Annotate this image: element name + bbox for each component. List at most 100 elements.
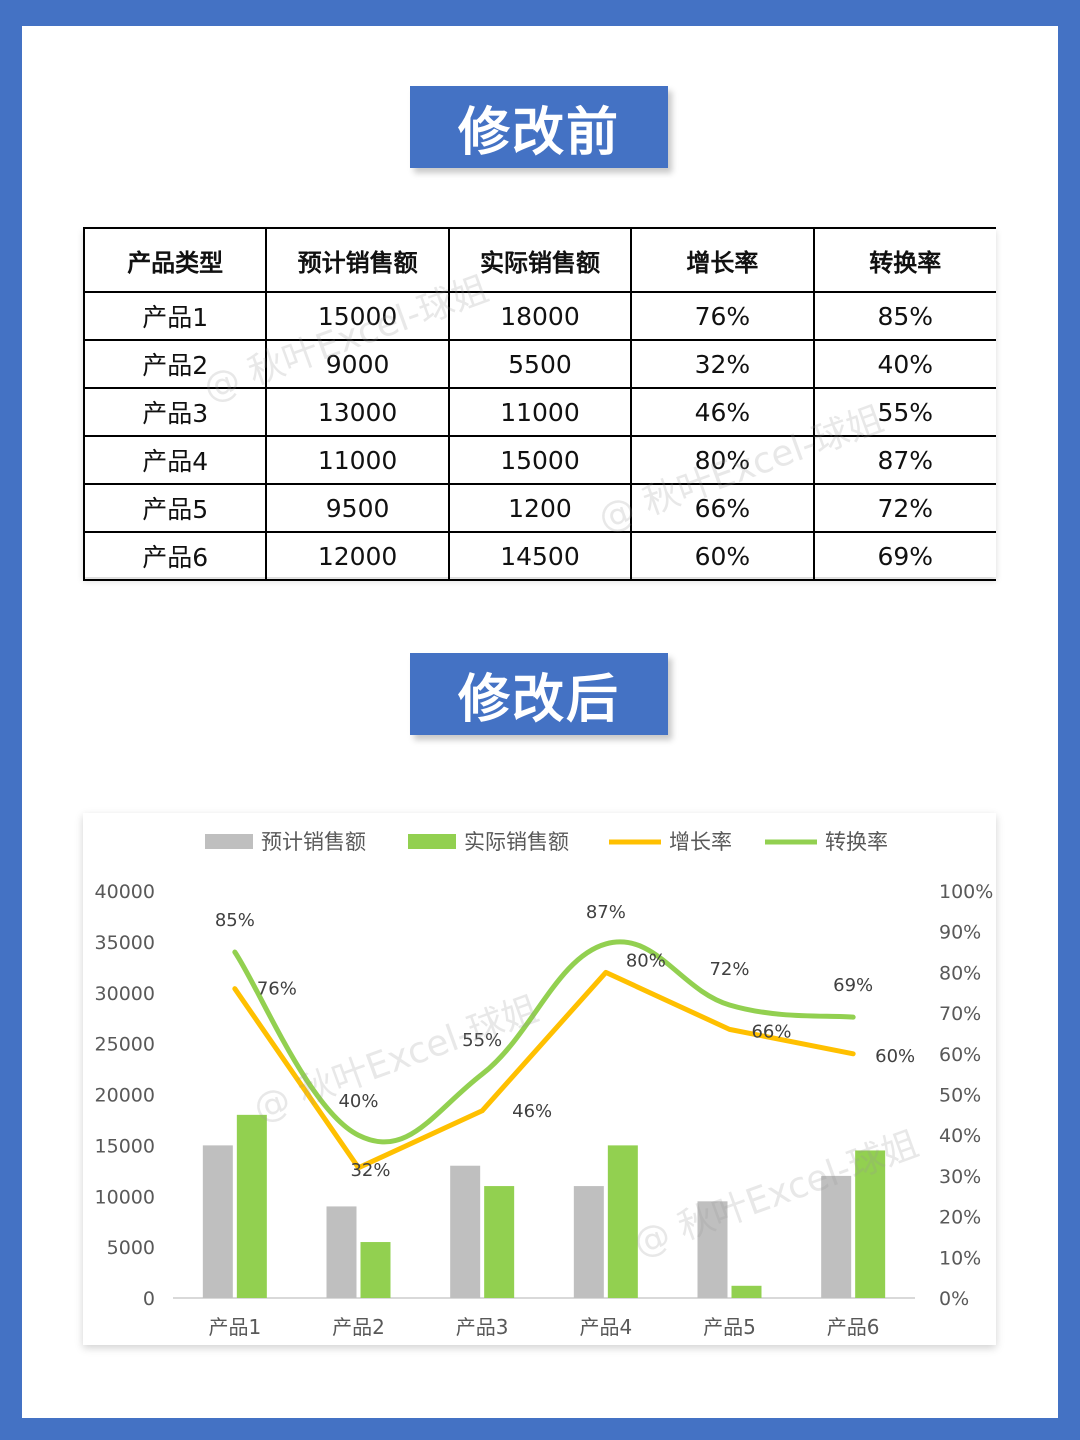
table-cell: 产品6	[82, 532, 267, 581]
table-cell: 69%	[812, 532, 996, 581]
header-conversion-rate: 转换率	[812, 227, 996, 293]
bar-actual	[236, 1114, 267, 1298]
category-label: 产品2	[332, 1315, 385, 1339]
combo-chart: 0 5000 10000 15000 20000 25000 30000 35000 40000…	[83, 813, 996, 1345]
growth-rate-data-label: 32%	[350, 1160, 390, 1181]
legend-label: 预计销售额	[261, 830, 366, 854]
table-cell: 46%	[630, 388, 814, 437]
table-cell: 产品4	[82, 436, 267, 485]
right-axis-tick-label: 100%	[939, 881, 993, 903]
sales-data-table: 产品类型 预计销售额 实际销售额 增长率 转换率 产品1 15000 18000…	[82, 227, 996, 581]
table-row: 产品2 9000 5500 32% 40%	[82, 340, 996, 389]
table-cell: 85%	[812, 292, 996, 341]
table-cell: 13000	[265, 388, 449, 437]
conversion-rate-data-label: 87%	[586, 902, 626, 923]
right-axis-tick-label: 30%	[939, 1166, 981, 1188]
table-cell: 产品1	[82, 292, 267, 341]
conversion-rate-data-label: 69%	[833, 975, 873, 996]
table-row: 产品1 15000 18000 76% 85%	[82, 292, 996, 341]
right-axis-tick-label: 90%	[939, 922, 981, 944]
right-axis-tick-label: 60%	[939, 1044, 981, 1066]
growth-rate-data-label: 46%	[512, 1101, 552, 1122]
legend-swatch	[205, 834, 253, 849]
growth-rate-data-label: 76%	[257, 979, 297, 1000]
growth-rate-line	[232, 969, 856, 1171]
table-cell: 76%	[630, 292, 814, 341]
header-actual-sales: 实际销售额	[447, 227, 632, 293]
table-cell: 11000	[265, 436, 449, 485]
table-row: 产品6 12000 14500 60% 69%	[82, 532, 996, 581]
left-axis-tick-label: 20000	[95, 1085, 155, 1107]
bar-forecast	[821, 1175, 852, 1298]
table-cell: 14500	[447, 532, 632, 581]
header-growth-rate: 增长率	[630, 227, 814, 293]
header-forecast-sales: 预计销售额	[265, 227, 449, 293]
table-cell: 66%	[630, 484, 814, 533]
left-axis-tick-label: 25000	[95, 1034, 155, 1056]
bar-forecast	[326, 1206, 357, 1298]
table-cell: 40%	[812, 340, 996, 389]
growth-rate-data-label: 80%	[626, 950, 666, 971]
table-cell: 55%	[812, 388, 996, 437]
conversion-rate-line	[232, 939, 856, 1145]
table-cell: 产品2	[82, 340, 267, 389]
right-axis-tick-label: 10%	[939, 1247, 981, 1269]
bar-actual	[484, 1186, 515, 1298]
header-product-type: 产品类型	[82, 227, 267, 293]
bar-actual	[855, 1150, 886, 1298]
table-row: 产品5 9500 1200 66% 72%	[82, 484, 996, 533]
after-section-title: 修改后	[410, 653, 668, 735]
table-cell: 32%	[630, 340, 814, 389]
bar-forecast	[450, 1165, 481, 1298]
table-cell: 15000	[265, 292, 449, 341]
left-axis-tick-label: 40000	[95, 881, 155, 903]
table-cell: 5500	[447, 340, 632, 389]
legend-label: 转换率	[825, 830, 888, 854]
category-label: 产品5	[703, 1315, 756, 1339]
conversion-rate-data-label: 55%	[462, 1030, 502, 1051]
bar-actual	[360, 1242, 391, 1298]
table-cell: 15000	[447, 436, 632, 485]
right-axis-tick-label: 50%	[939, 1085, 981, 1107]
left-axis-tick-label: 35000	[95, 932, 155, 954]
right-axis-tick-label: 70%	[939, 1003, 981, 1025]
left-axis-tick-label: 5000	[107, 1237, 155, 1259]
left-axis-tick-label: 0	[143, 1288, 155, 1310]
left-axis-tick-label: 15000	[95, 1135, 155, 1157]
table-cell: 产品5	[82, 484, 267, 533]
growth-rate-data-label: 66%	[751, 1021, 791, 1042]
table-cell: 12000	[265, 532, 449, 581]
right-axis-tick-label: 80%	[939, 962, 981, 984]
table-cell: 18000	[447, 292, 632, 341]
table-cell: 80%	[630, 436, 814, 485]
category-label: 产品6	[827, 1315, 880, 1339]
category-label: 产品1	[208, 1315, 261, 1339]
bar-forecast	[573, 1186, 604, 1298]
conversion-rate-data-label: 40%	[338, 1091, 378, 1112]
legend-swatch	[408, 834, 456, 849]
bar-actual	[607, 1145, 638, 1298]
growth-rate-data-label: 60%	[875, 1046, 915, 1067]
data-table-container: 产品类型 预计销售额 实际销售额 增长率 转换率 产品1 15000 18000…	[82, 227, 996, 581]
before-section-title: 修改前	[410, 86, 668, 168]
table-cell: 9500	[265, 484, 449, 533]
chart-svg: 0 5000 10000 15000 20000 25000 30000 35000 40000…	[95, 830, 994, 1339]
table-row: 产品4 11000 15000 80% 87%	[82, 436, 996, 485]
category-label: 产品4	[579, 1315, 632, 1339]
table-cell: 60%	[630, 532, 814, 581]
right-axis-tick-label: 40%	[939, 1125, 981, 1147]
left-axis-tick-label: 10000	[95, 1186, 155, 1208]
right-axis-tick-label: 0%	[939, 1288, 969, 1310]
table-cell: 1200	[447, 484, 632, 533]
right-axis-tick-label: 20%	[939, 1207, 981, 1229]
conversion-rate-data-label: 85%	[215, 910, 255, 931]
table-cell: 9000	[265, 340, 449, 389]
table-header-row: 产品类型 预计销售额 实际销售额 增长率 转换率	[82, 227, 996, 293]
left-axis-tick-label: 30000	[95, 983, 155, 1005]
category-label: 产品3	[456, 1315, 509, 1339]
bar-actual	[731, 1285, 762, 1298]
legend-label: 实际销售额	[464, 830, 569, 854]
table-cell: 72%	[812, 484, 996, 533]
conversion-rate-data-label: 72%	[709, 959, 749, 980]
table-cell: 11000	[447, 388, 632, 437]
